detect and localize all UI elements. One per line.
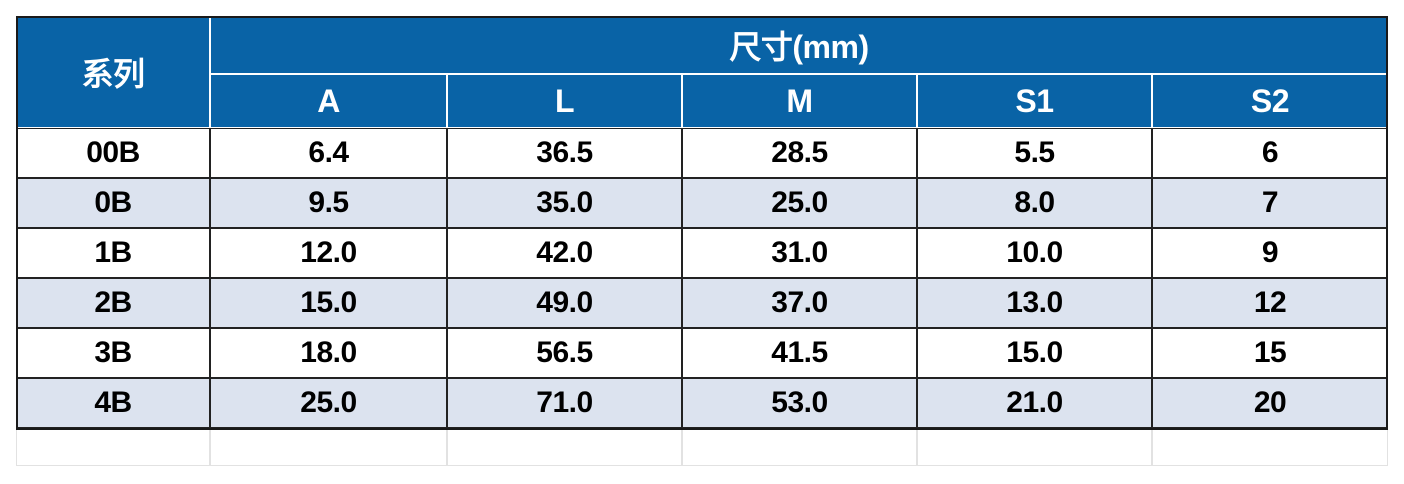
column-header: A (210, 74, 447, 128)
row-label: 1B (16, 228, 210, 278)
table-cell: 42.0 (447, 228, 682, 278)
table-cell: 25.0 (682, 178, 917, 228)
empty-cell (16, 428, 210, 466)
table-cell: 7 (1152, 178, 1388, 228)
table-cell: 15 (1152, 328, 1388, 378)
row-label: 2B (16, 278, 210, 328)
empty-cell (917, 428, 1152, 466)
table-cell: 12 (1152, 278, 1388, 328)
group-header: 系列 (16, 16, 210, 128)
column-header: M (682, 74, 917, 128)
table-cell: 36.5 (447, 128, 682, 178)
table-cell: 8.0 (917, 178, 1152, 228)
table-cell: 9.5 (210, 178, 447, 228)
table-cell: 25.0 (210, 378, 447, 428)
table-cell: 49.0 (447, 278, 682, 328)
table-cell: 35.0 (447, 178, 682, 228)
empty-cell (682, 428, 917, 466)
column-header: L (447, 74, 682, 128)
table-cell: 15.0 (210, 278, 447, 328)
table-cell: 53.0 (682, 378, 917, 428)
column-header: S2 (1152, 74, 1388, 128)
table-cell: 31.0 (682, 228, 917, 278)
empty-cell (1152, 428, 1388, 466)
span-header: 尺寸(mm) (210, 16, 1388, 74)
table-cell: 28.5 (682, 128, 917, 178)
table-cell: 20 (1152, 378, 1388, 428)
row-label: 00B (16, 128, 210, 178)
table-cell: 15.0 (917, 328, 1152, 378)
row-label: 0B (16, 178, 210, 228)
empty-cell (210, 428, 447, 466)
table-cell: 5.5 (917, 128, 1152, 178)
table-cell: 12.0 (210, 228, 447, 278)
row-label: 3B (16, 328, 210, 378)
empty-cell (447, 428, 682, 466)
table-cell: 6.4 (210, 128, 447, 178)
table-cell: 37.0 (682, 278, 917, 328)
table-cell: 71.0 (447, 378, 682, 428)
table-cell: 6 (1152, 128, 1388, 178)
table-cell: 41.5 (682, 328, 917, 378)
table-cell: 56.5 (447, 328, 682, 378)
row-label: 4B (16, 378, 210, 428)
column-header: S1 (917, 74, 1152, 128)
table-cell: 21.0 (917, 378, 1152, 428)
table-cell: 13.0 (917, 278, 1152, 328)
table-cell: 10.0 (917, 228, 1152, 278)
table-cell: 9 (1152, 228, 1388, 278)
table-cell: 18.0 (210, 328, 447, 378)
